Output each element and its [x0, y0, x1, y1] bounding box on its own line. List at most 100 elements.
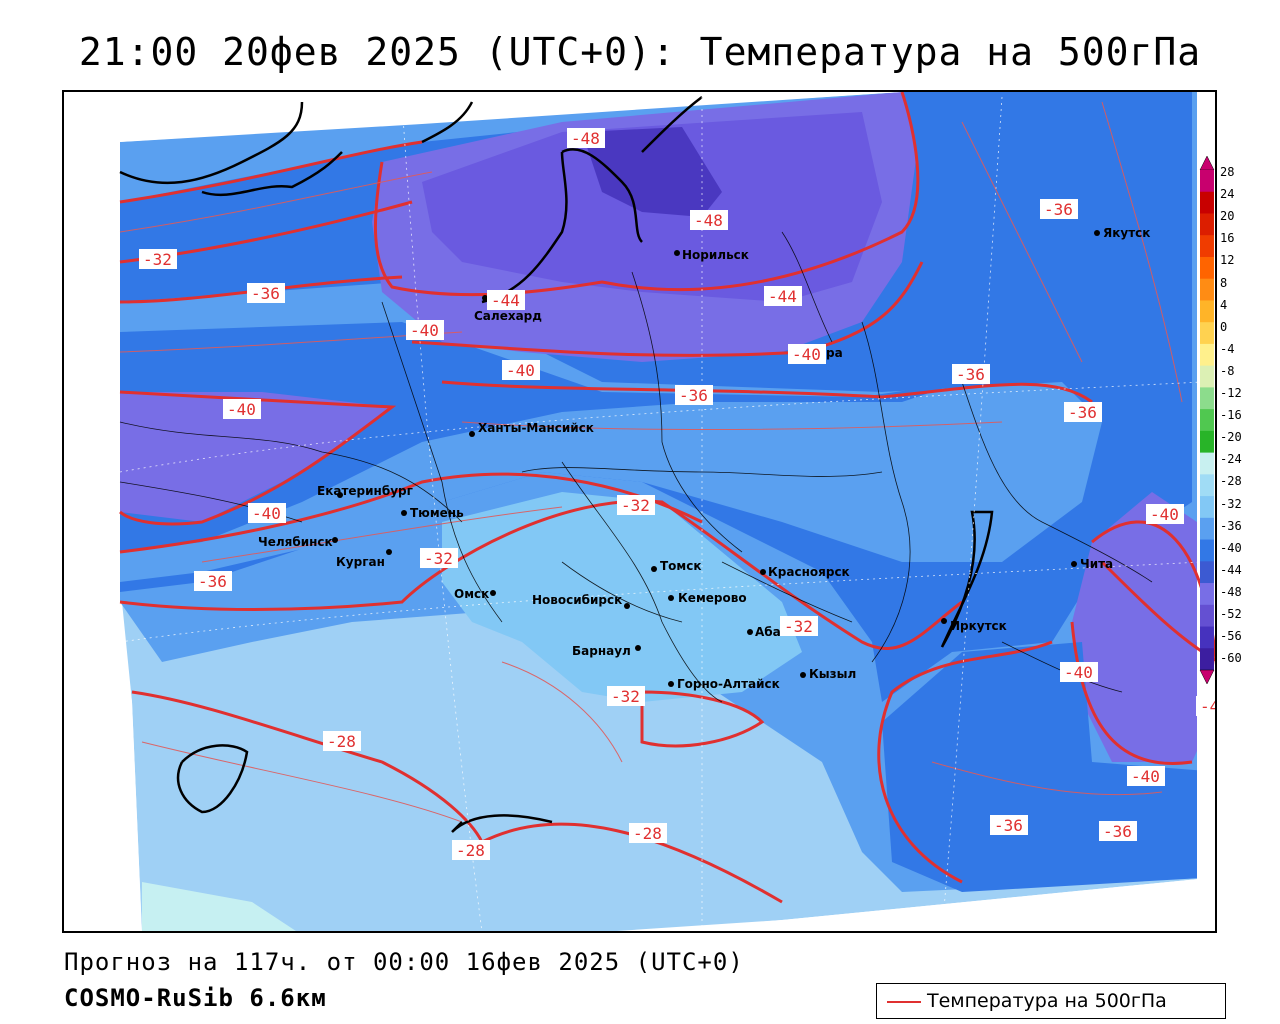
zone-minus28-interior [442, 492, 802, 702]
contour-label-bg [1146, 504, 1184, 524]
contour-label-bg [952, 364, 990, 384]
colorbar-segment [1200, 496, 1214, 519]
city-dot [624, 603, 630, 609]
colorbar-segment [1200, 604, 1214, 628]
city-dot [941, 618, 947, 624]
city-dot [651, 566, 657, 572]
contour-label-bg [690, 210, 728, 230]
city-dot [337, 492, 343, 498]
contour-label-bg [780, 616, 818, 636]
contour-label-bg [990, 815, 1028, 835]
legend-label: Температура на 500гПа [927, 990, 1167, 1012]
contour-label-bg [629, 823, 667, 843]
contour-label-bg [139, 249, 177, 269]
city-label: Норильск [682, 248, 749, 262]
contour-label-bg [764, 286, 802, 306]
contour-label: -40 [1150, 505, 1179, 524]
colorbar-tick-label: 12 [1220, 253, 1235, 268]
city-dot [401, 510, 407, 516]
city-label: Красноярск [768, 565, 850, 579]
colorbar-tick-label: -48 [1220, 584, 1242, 599]
forecast-info: Прогноз на 117ч. от 00:00 16фев 2025 (UT… [64, 948, 744, 976]
contour-label: -40 [1064, 663, 1093, 682]
colorbar-bottom-arrow [1199, 669, 1215, 685]
city-label: Иркутск [950, 619, 1007, 633]
contour-label-bg [248, 503, 286, 523]
city-label: Омск [454, 587, 489, 601]
zone-minus40-east [1072, 492, 1215, 762]
city-label: Курган [336, 555, 385, 569]
contour-label: -44 [768, 287, 797, 306]
contour-label-bg [194, 571, 232, 591]
city-label: Горно-Алтайск [677, 677, 780, 691]
colorbar-tick-label: 0 [1220, 319, 1228, 334]
contour-label-bg [247, 283, 285, 303]
contour-label-bg [675, 385, 713, 405]
city-label: Новосибирск [532, 593, 622, 607]
contour-label: -36 [956, 365, 985, 384]
city-dot [490, 590, 496, 596]
contour-label-bg [1040, 199, 1078, 219]
contour-label: -40 [1131, 767, 1160, 786]
colorbar-segment [1200, 626, 1214, 649]
contour-label: -28 [456, 841, 485, 860]
colorbar-tick-label: -28 [1220, 474, 1242, 489]
city-dot [674, 250, 680, 256]
contour-label-bg [487, 290, 525, 310]
colorbar-segment [1200, 343, 1214, 367]
contour-label: -40 [227, 400, 256, 419]
city-label: Томск [660, 559, 702, 573]
colorbar-tick-label: -12 [1220, 386, 1242, 400]
zone-minus24 [142, 882, 296, 931]
contour-label: -36 [198, 572, 227, 591]
city-dot [800, 672, 806, 678]
colorbar-tick-label: 20 [1220, 209, 1235, 224]
contour-label-bg [1064, 402, 1102, 422]
colorbar-segment [1200, 278, 1214, 301]
city-dot [668, 595, 674, 601]
colorbar-tick-label: -40 [1220, 540, 1242, 555]
contour-label: -32 [424, 549, 453, 568]
colorbar-tick-label: -60 [1220, 651, 1242, 666]
contour-label-bg [1060, 662, 1098, 682]
colorbar-segment [1200, 170, 1214, 193]
contour-label: -36 [1044, 200, 1073, 219]
colorbar-segment [1200, 322, 1214, 345]
legend-box: Температура на 500гПа [876, 983, 1226, 1019]
contour-label-bg [1127, 766, 1165, 786]
colorbar-tick-label: -36 [1220, 518, 1242, 533]
contour-label-bg [223, 399, 261, 419]
colorbar-tick-label: -16 [1220, 408, 1242, 423]
contour-label: -44 [491, 291, 520, 310]
colorbar-segment [1200, 235, 1214, 258]
colorbar-segment [1200, 583, 1214, 606]
contour-label-bg [406, 320, 444, 340]
contour-label-bg [788, 344, 826, 364]
contour-label: -36 [994, 816, 1023, 835]
colorbar-tick-label: -24 [1220, 452, 1242, 467]
contour-label: -32 [143, 250, 172, 269]
colorbar-top-arrow [1199, 156, 1215, 171]
contour-label: -40 [792, 345, 821, 364]
colorbar-segment [1200, 191, 1214, 214]
city-dot [760, 569, 766, 575]
city-label: Кызыл [809, 667, 856, 681]
city-label: Салехард [474, 309, 542, 323]
colorbar-segment [1200, 648, 1214, 671]
contour-label-bg [1196, 696, 1215, 716]
colorbar-segment [1200, 517, 1214, 541]
colorbar-tick-label: 16 [1220, 231, 1235, 246]
colorbar-tick-label: -4 [1220, 341, 1235, 356]
colorbar-tick-label: -32 [1220, 496, 1242, 511]
colorbar-segment [1200, 300, 1214, 323]
model-name: COSMO-RuSib 6.6км [64, 984, 327, 1012]
legend-line-swatch [887, 1001, 921, 1003]
zone-minus40-west [120, 392, 392, 522]
contour-label-bg [1099, 821, 1137, 841]
colorbar-segment [1200, 409, 1214, 432]
city-dot [668, 681, 674, 687]
colorbar-tick-label: -56 [1220, 629, 1242, 644]
contour-label-bg [452, 840, 490, 860]
contour-label: -28 [633, 824, 662, 843]
colorbar-segment [1200, 452, 1214, 475]
